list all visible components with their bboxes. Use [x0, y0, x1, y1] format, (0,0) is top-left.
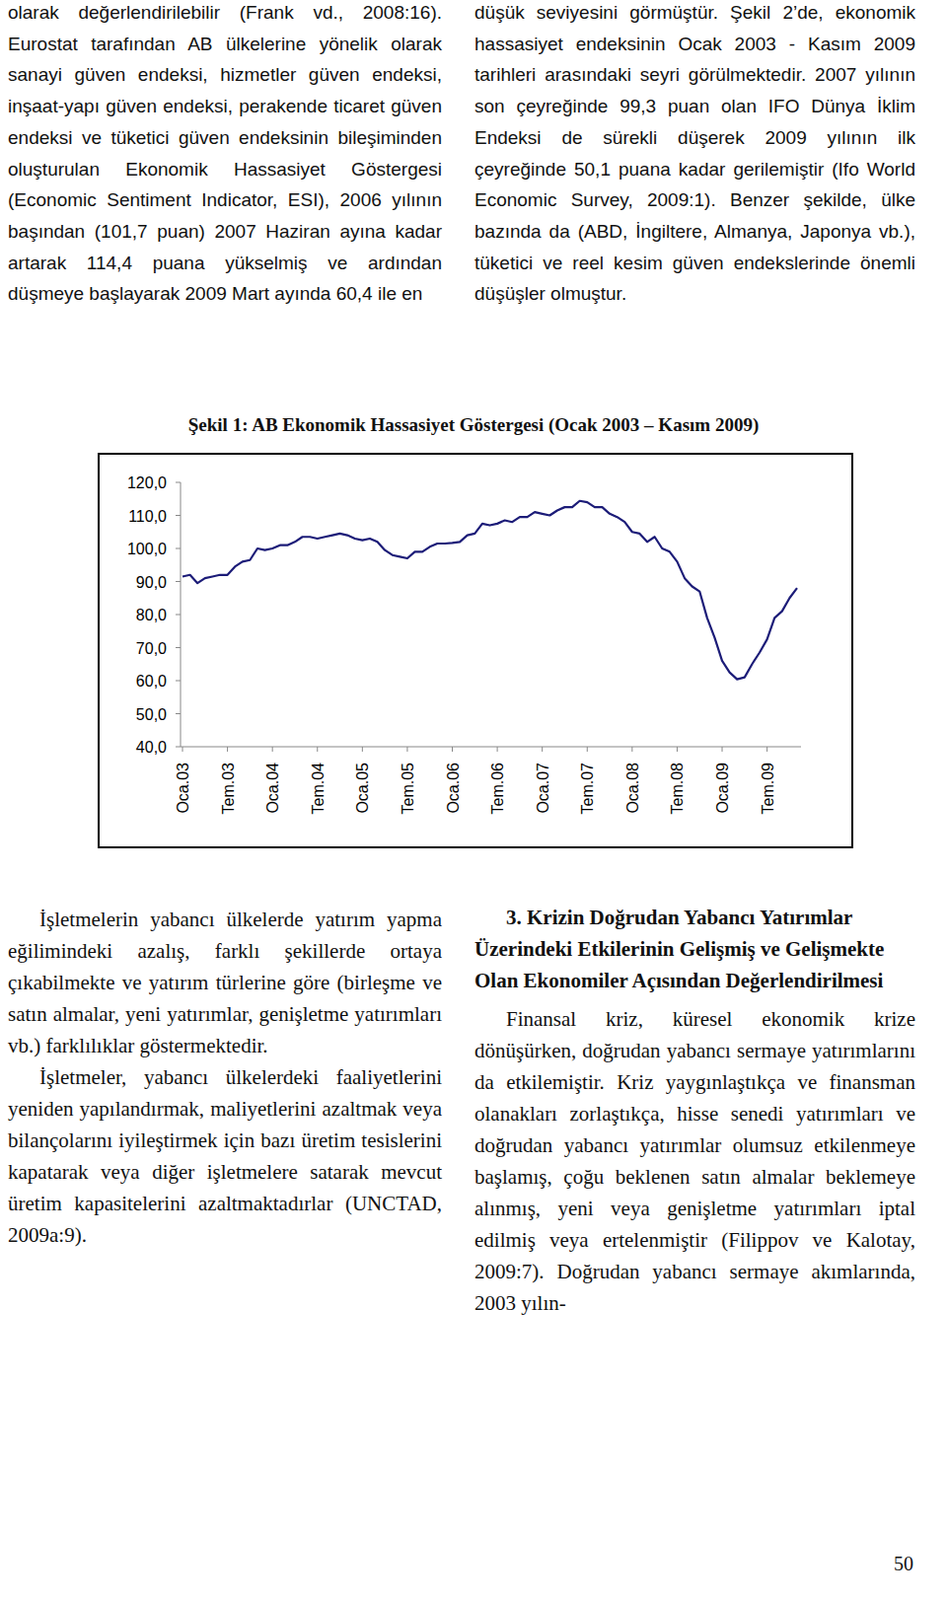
page-number: 50 [893, 1552, 914, 1576]
x-tick-label: Oca.09 [714, 762, 731, 814]
x-tick [272, 746, 274, 752]
y-tick-label: 70,0 [136, 640, 167, 657]
x-tick-label: Oca.04 [264, 762, 282, 814]
x-tick-label: Tem.05 [399, 762, 417, 815]
y-tick [175, 581, 181, 583]
x-tick-label: Tem.09 [759, 762, 777, 815]
chart-title: Şekil 1: AB Ekonomik Hassasiyet Gösterge… [0, 414, 947, 437]
x-tick [631, 746, 633, 752]
x-tick [497, 746, 499, 752]
paragraph: düşük seviyesini görmüştür. Şekil 2’de, … [474, 0, 916, 310]
x-tick [182, 746, 184, 752]
y-tick-label: 100,0 [127, 540, 167, 558]
plot-area [182, 501, 798, 680]
x-tick-label: Oca.03 [174, 762, 192, 814]
y-tick-label: 90,0 [136, 574, 167, 591]
x-tick [676, 746, 678, 752]
chart: 40,0 50,0 60,0 70,0 80,0 90,0 100,0 110,0 120,0 O… [0, 0, 947, 1600]
y-tick-label: 120,0 [127, 474, 167, 492]
x-tick-label: Oca.05 [354, 762, 371, 814]
x-tick-label: Tem.04 [309, 762, 327, 815]
x-tick [766, 746, 768, 752]
x-tick [362, 746, 364, 752]
x-tick-label: Oca.07 [534, 762, 552, 814]
y-tick [175, 514, 181, 516]
x-tick [722, 746, 724, 752]
y-tick-label: 40,0 [136, 738, 167, 756]
paragraph: olarak değerlendirilebilir (Frank vd., 2… [7, 0, 442, 310]
y-tick [175, 746, 181, 748]
x-tick-label: Tem.07 [579, 762, 596, 815]
column: İşletmelerin yabancı ülkelerde yatırım y… [7, 903, 442, 1251]
y-tick [175, 614, 181, 616]
y-tick [175, 713, 181, 715]
y-tick-label: 50,0 [136, 706, 167, 724]
line-series [182, 501, 798, 680]
x-tick-label: Tem.08 [668, 762, 686, 815]
y-tick [175, 548, 181, 550]
y-tick-label: 110,0 [128, 508, 167, 525]
y-tick-label: 60,0 [136, 672, 167, 690]
column: 3. Krizin Doğrudan Yabancı Yatırımlar Üz… [474, 901, 916, 1319]
y-tick [175, 647, 181, 649]
paragraph: İşletmelerin yabancı ülkelerde yatırım y… [7, 903, 442, 1062]
x-tick [541, 746, 543, 752]
x-tick-label: Tem.03 [219, 762, 237, 815]
x-axis [180, 746, 802, 748]
paragraph: İşletmeler, yabancı ülkelerdeki faaliyet… [7, 1061, 442, 1251]
x-tick [316, 746, 318, 752]
paragraph: Finansal kriz, küresel ekonomik krize dö… [474, 1003, 916, 1319]
y-tick [175, 482, 181, 484]
x-tick-label: Tem.06 [489, 762, 507, 815]
x-tick-label: Oca.08 [624, 762, 642, 814]
x-tick [406, 746, 408, 752]
chart-frame [97, 452, 854, 849]
x-tick [451, 746, 453, 752]
section-heading: 3. Krizin Doğrudan Yabancı Yatırımlar Üz… [474, 901, 916, 997]
x-tick [226, 746, 228, 752]
x-tick-label: Oca.06 [444, 762, 462, 814]
y-tick-label: 80,0 [136, 606, 167, 624]
x-tick [586, 746, 588, 752]
y-tick [175, 680, 181, 682]
